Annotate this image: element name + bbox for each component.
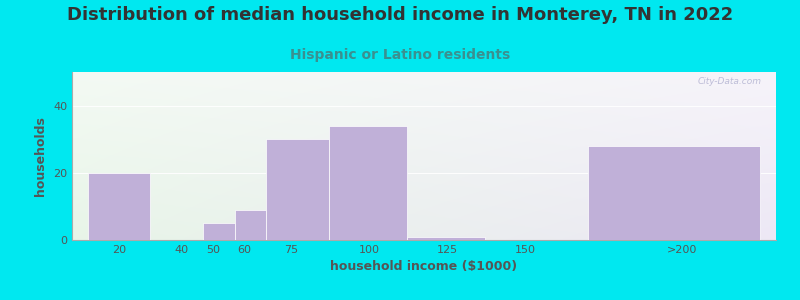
Bar — [203, 223, 234, 240]
Bar — [266, 139, 329, 240]
Text: Distribution of median household income in Monterey, TN in 2022: Distribution of median household income … — [67, 6, 733, 24]
Bar — [329, 126, 406, 240]
Bar — [588, 146, 760, 240]
Bar — [88, 173, 150, 240]
Text: Hispanic or Latino residents: Hispanic or Latino residents — [290, 48, 510, 62]
Bar — [406, 237, 485, 240]
Y-axis label: households: households — [34, 116, 47, 196]
Text: City-Data.com: City-Data.com — [698, 77, 762, 86]
Bar — [234, 210, 266, 240]
X-axis label: household income ($1000): household income ($1000) — [330, 260, 518, 273]
